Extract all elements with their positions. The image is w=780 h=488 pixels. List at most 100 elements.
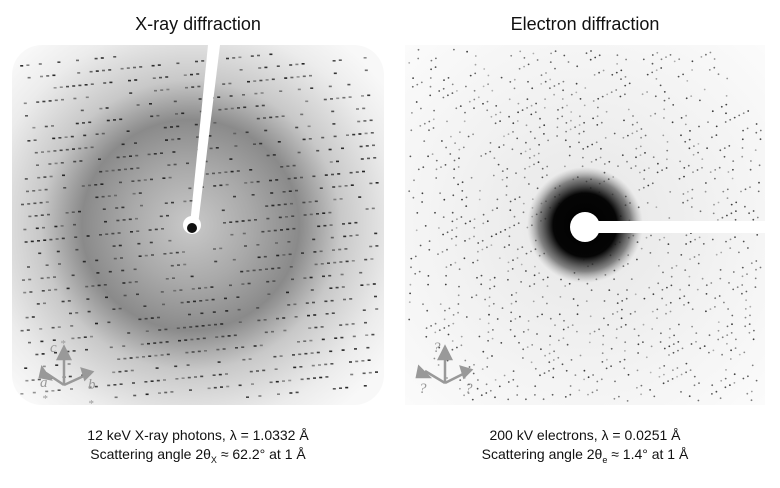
diffraction-spot [27,140,31,142]
diffraction-spot [124,168,127,171]
diffraction-spot [130,369,134,372]
diffraction-spot [741,155,744,158]
diffraction-spot [691,197,693,200]
diffraction-spot [651,310,654,313]
diffraction-spot [144,317,148,320]
diffraction-spot [162,177,166,179]
diffraction-spot [339,261,343,263]
diffraction-spot [451,229,453,232]
diffraction-spot [117,232,121,234]
diffraction-spot [229,158,233,160]
diffraction-spot [714,169,717,171]
diffraction-spot [589,315,592,318]
diffraction-spot [474,72,477,75]
diffraction-spot [408,190,411,193]
diffraction-spot [177,138,181,140]
diffraction-spot [87,310,91,313]
diffraction-spot [372,144,375,147]
diffraction-spot [549,78,552,81]
diffraction-spot [132,382,135,384]
diffraction-spot [463,257,466,260]
diffraction-spot [153,342,157,344]
diffraction-spot [536,59,539,61]
diffraction-spot [602,334,605,337]
diffraction-spot [290,76,294,79]
diffraction-spot [522,331,525,333]
diffraction-spot [562,328,565,331]
diffraction-spot [510,320,512,322]
diffraction-spot [99,170,103,173]
diffraction-spot [185,86,188,89]
diffraction-spot [215,336,219,338]
diffraction-spot [726,334,729,336]
diffraction-spot [312,238,316,241]
diffraction-spot [61,300,65,303]
diffraction-spot [196,338,200,340]
diffraction-spot [590,289,593,292]
diffraction-spot [202,337,206,340]
diffraction-spot [288,379,292,382]
diffraction-spot [267,230,271,232]
diffraction-spot [280,229,283,231]
svg-text:?: ? [465,381,473,397]
diffraction-spot [538,143,540,146]
diffraction-spot [159,341,163,344]
diffraction-spot [442,216,445,219]
diffraction-spot [754,277,757,280]
diffraction-spot [755,131,758,134]
diffraction-spot [196,136,199,138]
diffraction-spot [742,129,744,132]
diffraction-spot [38,189,42,191]
diffraction-spot [214,260,218,263]
diffraction-spot [84,147,88,149]
diffraction-spot [693,375,696,378]
diffraction-spot [88,184,91,187]
diffraction-spot [461,181,464,184]
diffraction-spot [592,117,594,120]
diffraction-spot [160,291,164,293]
diffraction-spot [52,74,56,77]
diffraction-spot [741,292,743,295]
diffraction-spot [458,148,461,151]
diffraction-spot [186,301,190,303]
diffraction-spot [127,332,131,334]
diffraction-spot [686,80,689,82]
diffraction-spot [572,298,575,300]
diffraction-spot [750,160,752,162]
diffraction-spot [725,95,728,97]
diffraction-spot [670,284,673,287]
diffraction-spot [350,373,354,376]
diffraction-spot [281,115,285,117]
diffraction-spot [500,342,503,344]
diffraction-spot [144,254,148,257]
diffraction-spot [76,59,79,62]
diffraction-spot [25,379,29,382]
diffraction-spot [51,390,55,392]
diffraction-spot [506,176,508,179]
diffraction-spot [106,119,110,122]
diffraction-spot [88,386,92,388]
diffraction-spot [428,129,430,132]
diffraction-spot [39,328,43,330]
diffraction-spot [593,330,596,333]
diffraction-spot [332,60,336,62]
diffraction-spot [422,166,425,169]
diffraction-spot [105,296,108,299]
diffraction-spot [491,355,493,357]
diffraction-spot [34,151,38,154]
diffraction-spot [247,282,251,285]
diffraction-spot [719,277,722,280]
diffraction-spot [596,124,599,126]
diffraction-spot [663,236,666,239]
diffraction-spot [494,379,497,381]
diffraction-spot [201,60,205,62]
electron-title: Electron diffraction [510,14,660,34]
diffraction-spot [558,339,560,342]
diffraction-spot [283,329,287,332]
diffraction-spot [468,366,471,368]
diffraction-spot [75,312,79,314]
diffraction-spot [493,285,496,288]
diffraction-spot [637,334,640,337]
diffraction-spot [233,195,236,198]
diffraction-spot [90,335,93,338]
